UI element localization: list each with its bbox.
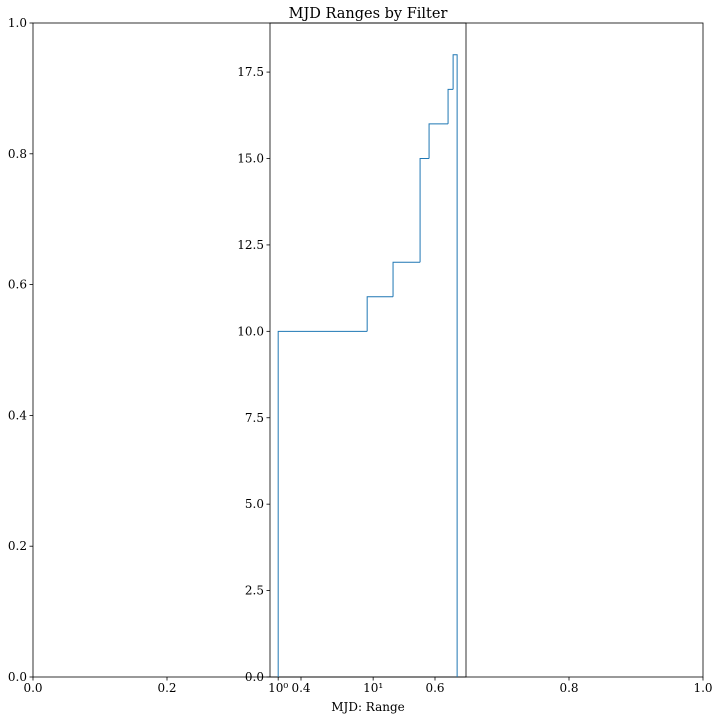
y-tick-label: 10.0 — [237, 324, 264, 338]
hist-step — [452, 54, 458, 677]
x-tick-label: 0.8 — [559, 681, 578, 695]
x-tick-label: 0.0 — [23, 681, 42, 695]
hist-step — [392, 261, 421, 297]
hist-step — [366, 296, 394, 332]
x-axis-label: MJD: Range — [331, 700, 405, 714]
y-tick-label: 0.2 — [8, 539, 27, 553]
y-tick-label: 0.0 — [245, 670, 264, 684]
y-tick-label: 5.0 — [245, 497, 264, 511]
y-tick-label: 2.5 — [245, 584, 264, 598]
hist-step — [428, 123, 449, 159]
x-tick-label: 0.2 — [157, 681, 176, 695]
axes-frame — [32, 22, 704, 678]
y-tick-label: 0.6 — [8, 278, 27, 292]
y-tick-label: 12.5 — [237, 238, 264, 252]
hist-step — [277, 330, 368, 677]
hist-step — [447, 88, 454, 124]
x-tick-label: 1.0 — [693, 681, 712, 695]
y-tick-label: 0.4 — [8, 408, 27, 422]
y-tick-label: 15.0 — [237, 152, 264, 166]
x-tick-label: 10⁰ — [268, 681, 288, 695]
y-tick-label: 0.0 — [8, 670, 27, 684]
x-tick-label: 10¹ — [363, 681, 383, 695]
hist-step — [419, 158, 430, 263]
y-tick-label: 7.5 — [245, 411, 264, 425]
y-tick-label: 1.0 — [8, 16, 27, 30]
x-tick-label: 0.6 — [425, 681, 444, 695]
y-tick-label: 17.5 — [237, 65, 264, 79]
x-tick-label: 0.4 — [291, 681, 310, 695]
chart-title: MJD Ranges by Filter — [289, 6, 448, 22]
axes-frame — [269, 22, 467, 678]
y-tick-label: 0.8 — [8, 147, 27, 161]
